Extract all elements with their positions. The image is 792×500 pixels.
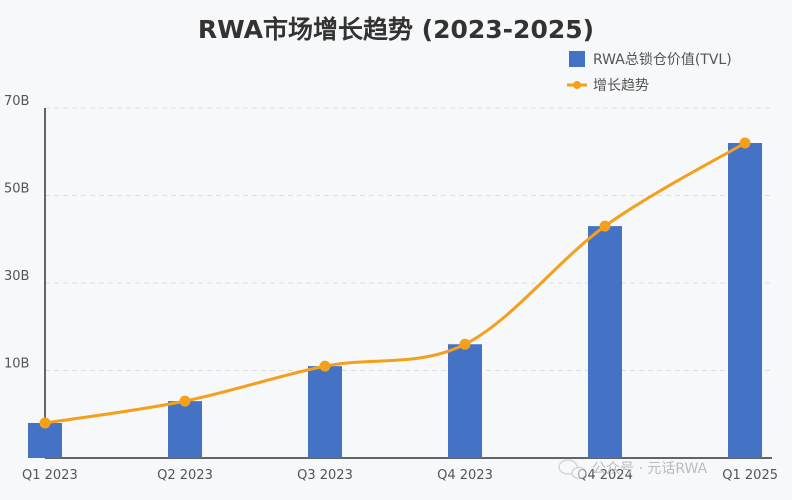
y-tick-label: 50B <box>4 182 29 197</box>
bar <box>28 423 62 458</box>
x-tick-label: Q1 2023 <box>22 468 78 483</box>
trend-line <box>44 141 746 425</box>
y-tick-label: 10B <box>4 357 29 372</box>
trend-point <box>319 360 331 372</box>
x-tick-label: Q1 2025 <box>722 468 778 483</box>
x-tick-label: Q3 2023 <box>297 468 353 483</box>
trend-point <box>39 417 51 429</box>
legend-line-marker <box>573 81 581 89</box>
y-tick-label: 30B <box>4 269 29 284</box>
y-tick-label: 70B <box>4 94 29 109</box>
chart-title: RWA市场增长趋势 (2023-2025) <box>198 15 594 44</box>
gridlines <box>45 107 772 371</box>
trend-point <box>179 395 191 407</box>
bar <box>308 366 342 458</box>
legend-bar-swatch <box>569 51 585 67</box>
trend-points <box>39 137 751 429</box>
watermark-text: 公众号 · 元话RWA <box>592 461 708 477</box>
x-axis-ticks: Q1 2023 Q2 2023 Q3 2023 Q4 2023 Q4 2024 Q1 20… <box>22 468 778 483</box>
x-tick-label: Q4 2024 <box>577 468 633 483</box>
y-axis-ticks: 70B 50B 30B 10B <box>4 94 29 372</box>
bar <box>728 143 762 458</box>
legend: RWA总锁仓价值(TVL) 增长趋势 <box>567 51 732 94</box>
trend-point <box>739 137 751 149</box>
x-tick-label: Q2 2023 <box>157 468 213 483</box>
legend-bar-label: RWA总锁仓价值(TVL) <box>593 52 732 68</box>
bar <box>168 401 202 458</box>
trend-point <box>599 220 611 232</box>
x-tick-label: Q4 2023 <box>437 468 493 483</box>
legend-line-label: 增长趋势 <box>593 78 649 94</box>
bar <box>448 344 482 458</box>
wechat-icon <box>558 459 587 480</box>
bars <box>28 143 762 458</box>
trend-point <box>459 338 471 350</box>
bar <box>588 226 622 458</box>
watermark: 公众号 · 元话RWA <box>558 459 708 480</box>
